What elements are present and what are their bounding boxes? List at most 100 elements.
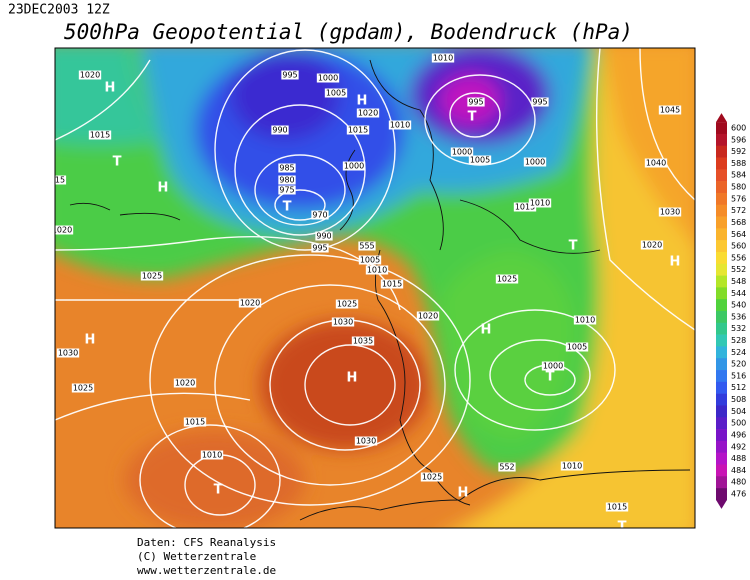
isobar-label-bg: [281, 70, 299, 80]
isobar-label: 995: [468, 98, 483, 107]
isobar-label-bg: [183, 417, 207, 427]
isobar-label-bg: [316, 73, 340, 83]
isobar-label-bg: [640, 240, 664, 250]
isobar-label: 1025: [73, 384, 93, 393]
isobar: [214, 284, 446, 486]
isobar: [55, 48, 695, 421]
isobar-label: 1010: [575, 316, 595, 325]
isobar-label-bg: [388, 120, 412, 130]
isobar-label-bg: [523, 157, 547, 167]
isobar-label-bg: [560, 461, 584, 471]
pressure-center: T: [214, 483, 223, 498]
isobar-label: 1030: [58, 349, 78, 358]
isobar-label-bg: [238, 298, 262, 308]
isobar-label: 1000: [525, 158, 545, 167]
colorbar-cell: [716, 370, 727, 383]
isobar-label: 1025: [422, 473, 442, 482]
isobar-label: 985: [279, 164, 294, 173]
isobar: [304, 344, 396, 426]
isobar-label-bg: [513, 202, 537, 212]
isobar-label-bg: [311, 243, 329, 253]
pressure-center: T: [546, 370, 555, 385]
pressure-center: H: [670, 255, 681, 270]
colorbar-label: 520: [731, 360, 746, 369]
colorbar-label: 512: [731, 383, 746, 392]
colorbar-cell: [716, 311, 727, 324]
isobar-label: 1005: [470, 156, 490, 165]
isobar-label: 1015: [515, 203, 535, 212]
isobar-label: 1020: [52, 226, 72, 235]
isobar-label: 1020: [240, 299, 260, 308]
isobar-label: 1020: [80, 71, 100, 80]
isobar-label: 1020: [642, 241, 662, 250]
isobar-label: 1015: [348, 126, 368, 135]
colorbar-label: 556: [731, 253, 746, 262]
isobar-label: 1000: [452, 148, 472, 157]
isobar-label-bg: [56, 348, 80, 358]
colorbar-label: 532: [731, 324, 746, 333]
isobar-label: 975: [279, 186, 294, 195]
pressure-center: T: [468, 110, 477, 125]
colorbar-cell: [716, 488, 727, 501]
colorbar: 600 596 592 588 584 580 576 572 568 564 560 556 552 5…: [716, 113, 746, 509]
colorbar-cell: [716, 476, 727, 489]
isobar-label-bg: [416, 311, 440, 321]
isobar-label-bg: [498, 462, 516, 472]
colorbar-label: 492: [731, 442, 746, 451]
isobar: [139, 424, 281, 528]
isobar-label: 1025: [142, 272, 162, 281]
isobar: [214, 49, 396, 251]
colorbar-label: 496: [731, 430, 746, 439]
colorbar-cell: [716, 169, 727, 182]
isobar-label-bg: [351, 336, 375, 346]
colorbar-cell: [716, 334, 727, 347]
isobar-label: 1015: [185, 418, 205, 427]
isobar-label-bg: [380, 279, 404, 289]
pressure-center: T: [618, 520, 627, 535]
isobar-label: 995: [282, 71, 297, 80]
ridge: [125, 430, 305, 528]
isobar-label: 552: [499, 463, 514, 472]
colorbar-label: 484: [731, 466, 746, 475]
isobar: [424, 74, 536, 166]
colorbar-label: 568: [731, 218, 746, 227]
isobar-label-bg: [431, 53, 455, 63]
colorbar-cell: [716, 299, 727, 312]
coastline: [69, 199, 601, 254]
colorbar-label: 488: [731, 454, 746, 463]
coastline: [299, 469, 691, 521]
isobar-label-bg: [644, 158, 668, 168]
colorbar-cell: [716, 287, 727, 300]
colorbar-cell: [716, 157, 727, 170]
isobar-label-bg: [200, 450, 224, 460]
colorbar-label: 480: [731, 478, 746, 487]
isobar-label: 1040: [646, 159, 666, 168]
colorbar-cell: [716, 417, 727, 430]
isobar-label-bg: [573, 315, 597, 325]
isobar-label-bg: [346, 125, 370, 135]
colorbar-cell: [716, 381, 727, 394]
colorbar-label: 596: [731, 135, 746, 144]
isobar-label-bg: [55, 225, 74, 235]
isobar-label-bg: [356, 108, 380, 118]
colorbar-cell: [716, 346, 727, 359]
colorbar-cell: [716, 192, 727, 206]
isobar-label: 990: [272, 126, 287, 135]
colorbar-cell: [716, 263, 727, 276]
colorbar-label: 544: [731, 289, 746, 298]
isobar-label-bg: [541, 361, 565, 371]
isobar-label-bg: [55, 175, 67, 185]
low-indigo: [230, 50, 340, 140]
colorbar-cell: [716, 228, 727, 241]
isobar-label: 970: [312, 211, 327, 220]
isobar-label-bg: [315, 231, 333, 241]
isobar-label-bg: [278, 163, 296, 173]
colorbar-label: 504: [731, 407, 746, 416]
pressure-center: T: [569, 239, 578, 254]
pressure-center: T: [113, 155, 122, 170]
footer-line: www.wetterzentrale.de: [137, 564, 276, 577]
